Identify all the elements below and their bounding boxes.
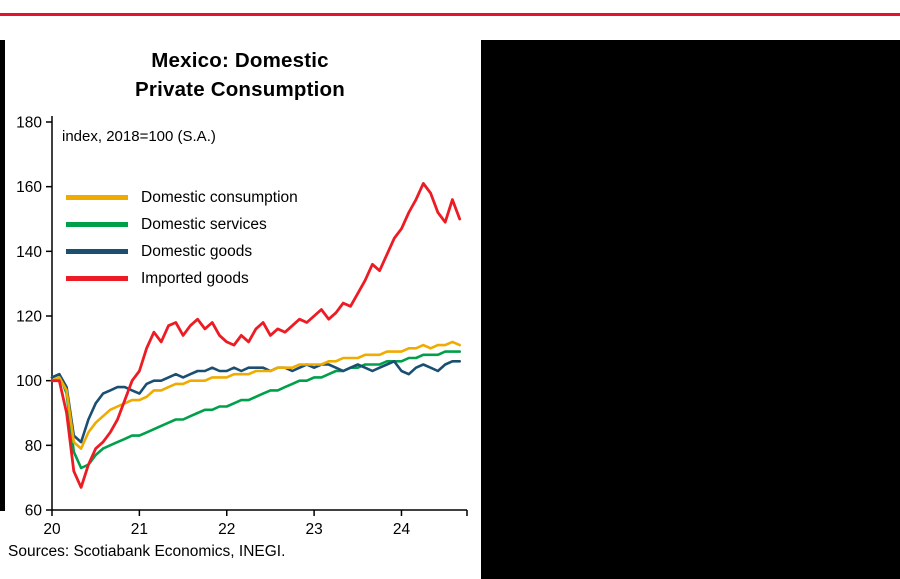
series-line-imported-goods [50, 181, 462, 489]
legend-label: Imported goods [141, 269, 249, 287]
left-black-edge [0, 40, 5, 511]
legend-item: Domestic services [66, 211, 298, 238]
axis-units-label: index, 2018=100 (S.A.) [62, 128, 216, 145]
chart-title-line1: Mexico: Domestic [151, 49, 329, 72]
plot-svg: 60 80 100 120 140 160 180 20 21 22 23 24 [16, 115, 468, 538]
top-red-rule [0, 13, 900, 16]
y-tick-label: 60 [25, 503, 43, 520]
legend-swatch [66, 249, 128, 254]
series-line-domestic-goods [50, 359, 462, 444]
legend-swatch [66, 222, 128, 227]
legend-swatch [66, 276, 128, 281]
chart-title-line2: Private Consumption [135, 78, 345, 101]
legend-label: Domestic goods [141, 242, 253, 260]
chart-title: Mexico: Domestic Private Consumption [0, 46, 480, 104]
legend-item: Imported goods [66, 265, 298, 292]
y-tick-label: 120 [16, 309, 42, 326]
y-tick-label: 100 [16, 373, 42, 390]
x-tick-label: 23 [305, 521, 322, 538]
legend-item: Domestic goods [66, 238, 298, 265]
x-tick-label: 21 [131, 521, 148, 538]
legend-label: Domestic consumption [141, 188, 298, 206]
legend-item: Domestic consumption [66, 184, 298, 211]
legend-label: Domestic services [141, 215, 267, 233]
y-tick-label: 80 [25, 438, 43, 455]
y-tick-label: 180 [16, 115, 42, 132]
y-tick-label: 140 [16, 244, 42, 261]
source-note: Sources: Scotiabank Economics, INEGI. [8, 543, 286, 560]
right-black-panel [481, 40, 900, 579]
chart-area: 60 80 100 120 140 160 180 20 21 22 23 24 Mexico: Do… [0, 46, 480, 560]
legend: Domestic consumption Domestic services Dom… [66, 184, 298, 292]
series-line-domestic-consumption [50, 340, 462, 450]
x-tick-label: 20 [43, 521, 61, 538]
x-tick-label: 22 [218, 521, 235, 538]
legend-swatch [66, 195, 128, 200]
y-tick-label: 160 [16, 179, 42, 196]
x-tick-label: 24 [393, 521, 411, 538]
